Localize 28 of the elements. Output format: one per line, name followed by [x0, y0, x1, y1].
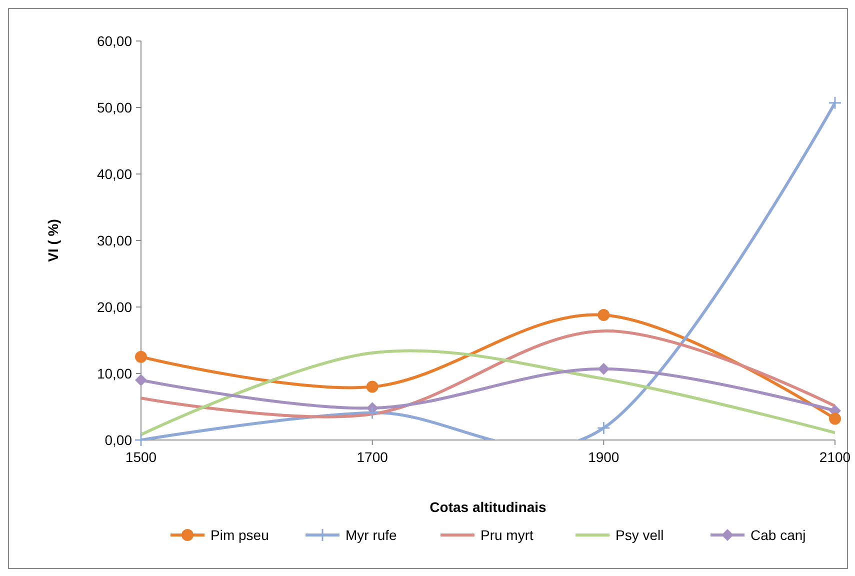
- x-tick-label: 1500: [125, 449, 157, 465]
- y-tick-label: 30,00: [96, 232, 132, 248]
- y-tick-label: 40,00: [96, 166, 132, 182]
- point: [596, 421, 610, 435]
- point: [598, 362, 610, 375]
- y-tick-label: 50,00: [96, 99, 132, 116]
- point: [366, 380, 378, 393]
- y-tick-label: 0,00: [104, 432, 132, 448]
- point: [135, 350, 147, 363]
- legend-label: Myr rufe: [346, 526, 398, 543]
- legend-label: Cab canj: [750, 526, 806, 543]
- y-axis-title: VI ( %): [45, 219, 61, 262]
- point: [828, 96, 842, 110]
- point: [829, 412, 841, 425]
- x-tick-label: 1700: [356, 449, 388, 465]
- point: [366, 406, 380, 420]
- point: [598, 308, 610, 321]
- y-tick-label: 20,00: [96, 298, 132, 315]
- legend-label: Pim pseu: [210, 526, 269, 543]
- x-tick-label: 2100: [819, 449, 851, 465]
- y-tick-label: 60,00: [96, 32, 132, 49]
- y-tick-label: 10,00: [96, 365, 132, 382]
- legend-label: Pru myrt: [480, 526, 534, 543]
- point: [135, 374, 147, 386]
- point: [134, 433, 148, 447]
- x-axis-title: Cotas altitudinais: [430, 499, 547, 515]
- legend-label: Psy vell: [616, 526, 664, 543]
- x-tick-label: 1900: [588, 449, 620, 465]
